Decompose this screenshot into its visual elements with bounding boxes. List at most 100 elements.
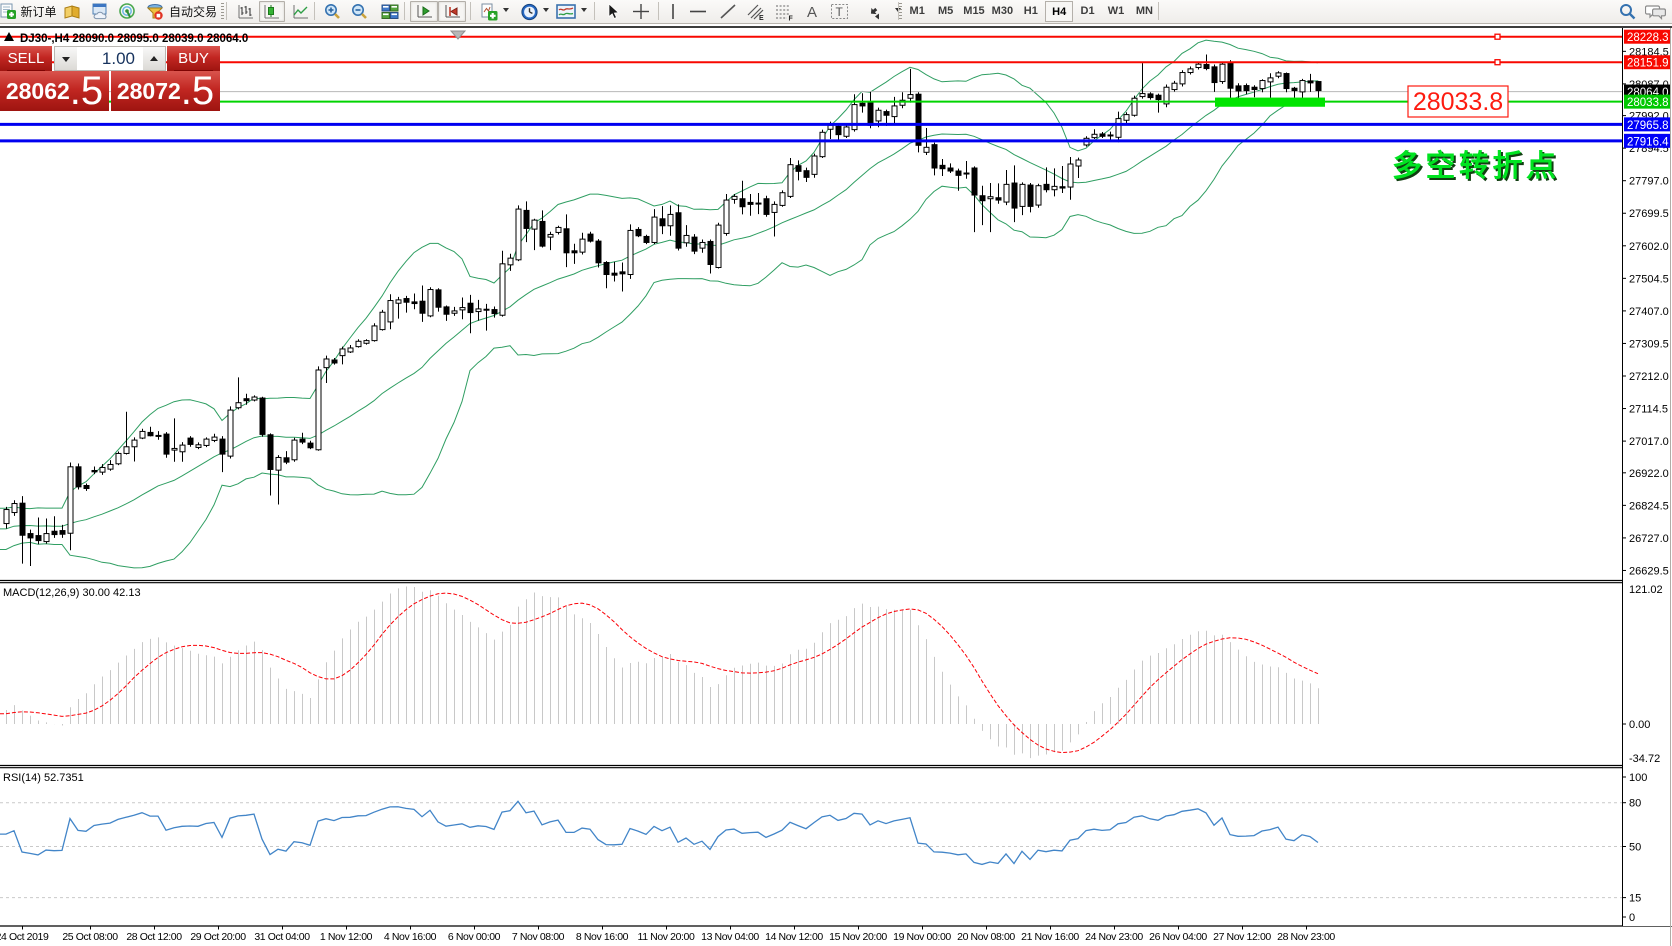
price-tag-label: 27965.8 <box>1627 120 1669 132</box>
candle <box>259 396 266 437</box>
zoom-out-button[interactable] <box>347 1 371 22</box>
volume-input[interactable] <box>77 47 143 70</box>
highlight-rectangle[interactable] <box>1215 97 1325 107</box>
buy-button[interactable]: BUY <box>167 46 220 71</box>
tile-windows-button[interactable] <box>377 1 403 22</box>
chinese-annotation[interactable]: 多空转折点 <box>1392 150 1560 183</box>
volume-decrease-button[interactable] <box>55 47 77 70</box>
candle-body <box>563 228 570 254</box>
trendline-tool-button[interactable] <box>716 1 740 22</box>
candle <box>931 142 938 176</box>
crosshair-button[interactable] <box>628 1 654 22</box>
candle-body <box>507 257 514 266</box>
price-callout[interactable]: 28033.8 <box>1407 85 1509 118</box>
periods-button[interactable] <box>518 1 540 22</box>
candle <box>691 234 698 255</box>
equidistant-channel-tool-button[interactable]: E <box>744 1 768 22</box>
sell-button[interactable]: SELL <box>0 46 52 71</box>
search-button[interactable] <box>1616 1 1638 22</box>
auto-trading-button[interactable]: 自动交易 <box>143 1 219 22</box>
timeframe-m30-button[interactable]: M30 <box>988 1 1016 22</box>
candle-body <box>1115 118 1122 138</box>
toolbar-grip[interactable] <box>221 3 224 19</box>
sell-price-button[interactable]: 28062 .5 <box>0 71 109 111</box>
trade-panel-collapse-icon[interactable] <box>449 30 467 40</box>
candle <box>155 431 162 440</box>
price-tag-27916.4: 27916.4 <box>1624 133 1671 148</box>
time-label: 29 Oct 20:00 <box>190 931 246 943</box>
rsi-axis-label: 15 <box>1629 893 1641 905</box>
sell-button-label: SELL <box>7 47 45 71</box>
time-axis[interactable]: 24 Oct 2019 25 Oct 08:00 28 Oct 12:00 29 Oc… <box>0 926 1336 943</box>
candle <box>1235 83 1242 100</box>
candle-body <box>555 226 562 233</box>
timeframe-h4-button[interactable]: H4 <box>1045 1 1074 22</box>
candle-body <box>323 358 330 369</box>
signals-button[interactable] <box>116 1 138 22</box>
price-axis[interactable]: 28184.528087.027992.027894.527797.027699… <box>1622 28 1672 926</box>
resistance-line-28228.3-handle[interactable] <box>1494 33 1501 40</box>
candle <box>555 225 562 235</box>
timeframe-m1-button[interactable]: M1 <box>903 1 931 22</box>
candle <box>395 296 402 319</box>
text-label-tool-button[interactable]: T <box>827 1 852 22</box>
line-chart-mode-button[interactable] <box>288 1 314 22</box>
candle <box>91 466 98 475</box>
new-order-button[interactable]: 新订单 <box>0 1 57 22</box>
candle-body <box>1187 68 1194 74</box>
price-tag-28033.8: 28033.8 <box>1624 94 1671 109</box>
chat-button[interactable] <box>1643 1 1669 22</box>
market-watch-button[interactable] <box>88 1 110 22</box>
candle <box>411 293 418 310</box>
candle-body <box>699 241 706 249</box>
candle-body <box>995 197 1002 201</box>
price-tag-label: 28033.8 <box>1627 97 1669 109</box>
auto-scroll-button[interactable] <box>410 1 438 22</box>
bollinger-lower-band <box>0 98 1319 569</box>
timeframe-w1-button[interactable]: W1 <box>1102 1 1130 22</box>
timeframe-mn-button[interactable]: MN <box>1130 1 1158 22</box>
candle <box>163 432 170 458</box>
candle <box>1291 86 1298 98</box>
price-tick-label: 27504.5 <box>1629 273 1669 285</box>
candle-body <box>515 208 522 261</box>
candle <box>483 303 490 331</box>
indicators-button[interactable] <box>478 1 500 22</box>
candle-body <box>987 196 994 200</box>
horizontal-line-tool-button[interactable] <box>686 1 710 22</box>
vertical-line-tool-button[interactable] <box>666 1 680 22</box>
cursor-icon <box>606 3 620 20</box>
price-tag-label: 28228.3 <box>1627 32 1669 44</box>
timeframe-h1-button[interactable]: H1 <box>1017 1 1045 22</box>
timeframe-d1-button[interactable]: D1 <box>1073 1 1101 22</box>
periods-dropdown-caret[interactable] <box>543 8 549 12</box>
cursor-button[interactable] <box>602 1 624 22</box>
candle-body <box>139 430 146 439</box>
timeframe-m5-button[interactable]: M5 <box>931 1 959 22</box>
candle <box>523 201 530 243</box>
templates-button[interactable] <box>553 1 578 22</box>
time-label: 11 Nov 20:00 <box>638 931 695 943</box>
arrows-tool-button[interactable] <box>857 1 892 22</box>
volume-increase-button[interactable] <box>143 47 165 70</box>
price-tick-label: 27114.5 <box>1629 404 1668 416</box>
chart-shift-button[interactable] <box>438 1 466 22</box>
buy-price-button[interactable]: 28072 .5 <box>111 71 220 111</box>
text-tool-button[interactable]: A <box>803 1 821 22</box>
resistance-line-28151.9-handle[interactable] <box>1494 59 1501 66</box>
history-center-button[interactable] <box>61 1 83 22</box>
fibonacci-tool-button[interactable]: F <box>773 1 797 22</box>
timeframe-m15-button[interactable]: M15 <box>960 1 988 22</box>
candle <box>627 224 634 279</box>
candle-body <box>467 302 474 314</box>
candle-body <box>1307 80 1314 84</box>
candle <box>1211 64 1218 92</box>
templates-dropdown-caret[interactable] <box>581 8 587 12</box>
indicators-dropdown-caret[interactable] <box>503 8 509 12</box>
candlestick-mode-button[interactable] <box>259 1 285 22</box>
candle-body <box>843 126 850 137</box>
candle-body <box>1259 80 1266 90</box>
zoom-in-button[interactable] <box>320 1 344 22</box>
toolbar-grip[interactable] <box>899 3 902 19</box>
bar-chart-mode-button[interactable] <box>234 1 258 22</box>
